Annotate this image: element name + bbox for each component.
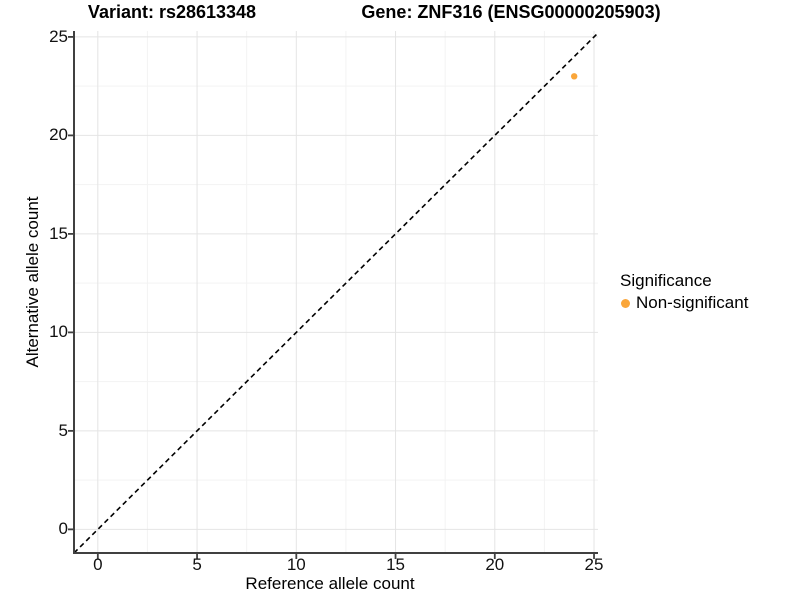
legend: Significance Non-significant xyxy=(620,271,748,313)
x-axis-title: Reference allele count xyxy=(245,574,415,593)
y-tick-label: 20 xyxy=(49,125,68,145)
x-tick-label: 0 xyxy=(93,555,103,574)
x-tick-label: 5 xyxy=(192,555,202,574)
y-tick-label: 5 xyxy=(58,420,68,440)
legend-point-icon xyxy=(621,298,630,308)
x-tick-label: 10 xyxy=(286,555,306,574)
x-tick-label: 15 xyxy=(386,555,405,574)
y-tick-label: 15 xyxy=(49,223,68,243)
data-point xyxy=(570,73,578,80)
identity-dashed-line xyxy=(73,32,599,554)
x-tick-label: 20 xyxy=(485,555,505,574)
y-tick-label: 0 xyxy=(58,519,68,539)
legend-item: Non-significant xyxy=(620,293,748,313)
legend-title: Significance xyxy=(620,271,712,290)
x-tick-label: 25 xyxy=(584,555,604,574)
gene-title: Gene: ZNF316 (ENSG00000205903) xyxy=(361,2,661,22)
variant-title: Variant: rs28613348 xyxy=(87,2,257,22)
y-tick-label: 25 xyxy=(49,26,68,46)
y-tick-label: 10 xyxy=(49,322,68,342)
legend-item-label: Non-significant xyxy=(636,293,749,312)
